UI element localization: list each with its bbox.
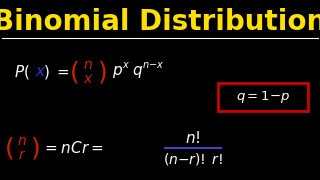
- Text: $(n{-}r)!\; r!$: $(n{-}r)!\; r!$: [163, 151, 223, 167]
- Text: $q$: $q$: [132, 64, 143, 80]
- Text: $($: $($: [4, 135, 14, 161]
- Text: $n!$: $n!$: [185, 130, 201, 146]
- Text: $)$: $)$: [30, 135, 40, 161]
- Text: $($: $($: [69, 59, 79, 85]
- Text: $q = 1{-}p$: $q = 1{-}p$: [236, 89, 290, 105]
- Text: $P($: $P($: [14, 63, 30, 81]
- Text: $)$: $)$: [43, 63, 50, 81]
- Text: $x$: $x$: [122, 60, 130, 70]
- Text: $r$: $r$: [18, 148, 26, 162]
- Bar: [218, 83, 308, 111]
- Text: $x$: $x$: [35, 65, 46, 79]
- Text: Binomial Distribution: Binomial Distribution: [0, 8, 320, 36]
- Text: $n{-}x$: $n{-}x$: [142, 60, 164, 70]
- Text: $x$: $x$: [83, 72, 93, 86]
- Text: $n$: $n$: [83, 58, 93, 72]
- Text: $=$: $=$: [54, 65, 70, 79]
- Text: $p$: $p$: [112, 64, 123, 80]
- Text: $= nCr =$: $= nCr =$: [42, 140, 103, 156]
- Text: $n$: $n$: [17, 134, 27, 148]
- Text: $)$: $)$: [97, 59, 107, 85]
